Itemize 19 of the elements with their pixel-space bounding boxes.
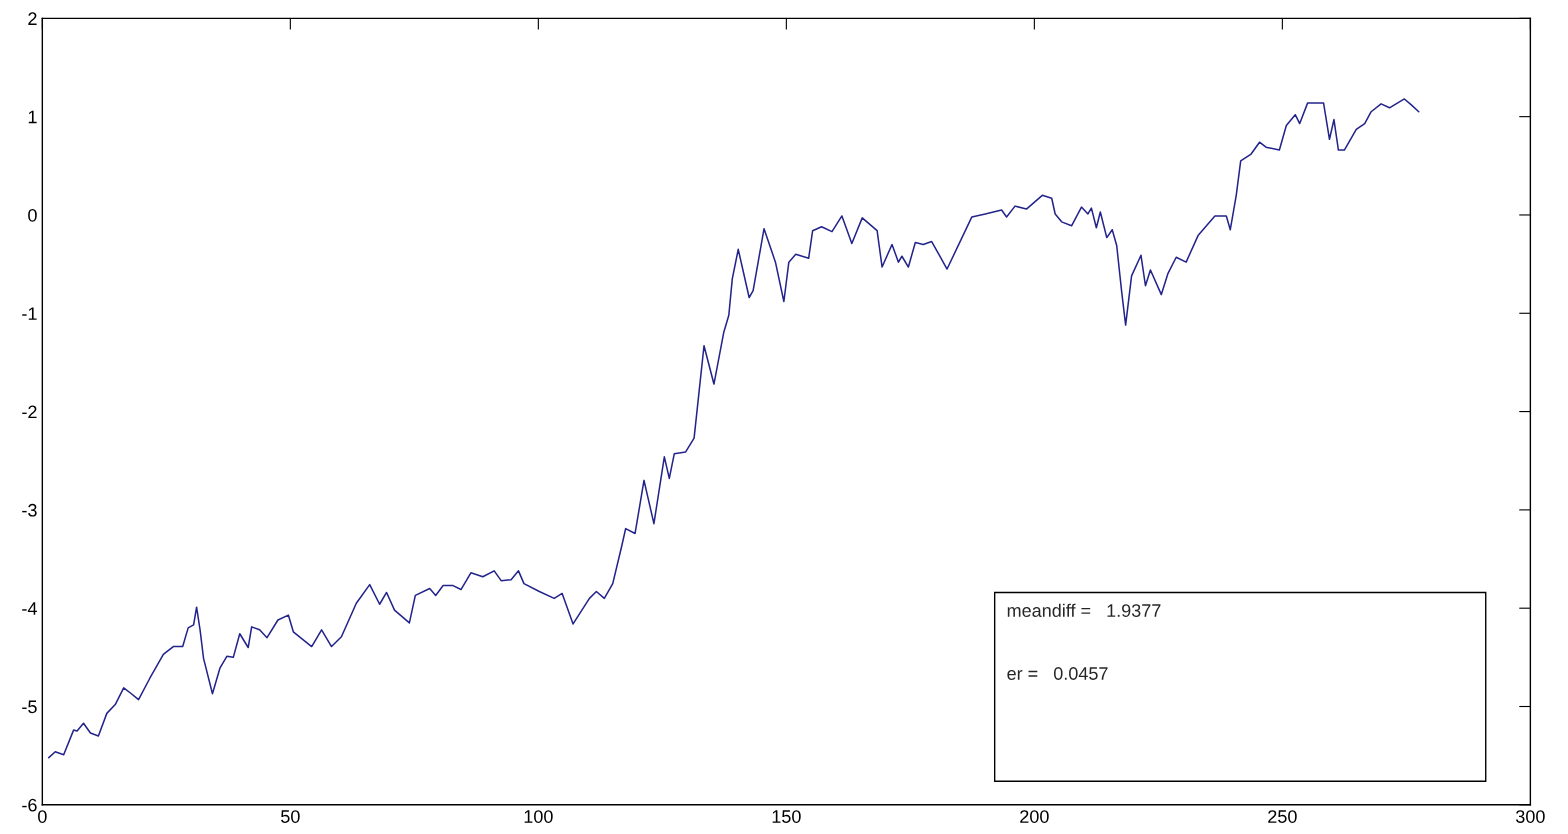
y-tick-label: -1 xyxy=(22,307,37,320)
y-tick-label: -6 xyxy=(22,798,37,812)
y-tick-label: -5 xyxy=(22,700,37,714)
y-tick-label: -2 xyxy=(22,405,37,419)
y-tick-label: 2 xyxy=(28,12,37,25)
x-tick-label: 100 xyxy=(524,810,553,823)
annotation: er = 0.0457 xyxy=(1007,667,1108,680)
x-tick-label: 200 xyxy=(1020,810,1049,823)
y-tick-label: -3 xyxy=(22,503,37,517)
y-tick-label: -4 xyxy=(22,602,37,615)
line-series xyxy=(48,98,1420,759)
x-tick-label: 250 xyxy=(1268,810,1297,823)
x-tick-label: 150 xyxy=(772,810,801,823)
y-tick-label: 0 xyxy=(28,208,37,222)
x-tick-label: 50 xyxy=(281,810,300,823)
annotation: meandiff = 1.9377 xyxy=(1007,603,1161,617)
x-tick-label: 0 xyxy=(38,810,47,823)
x-tick-label: 300 xyxy=(1516,810,1545,823)
y-tick-label: 1 xyxy=(28,110,37,124)
